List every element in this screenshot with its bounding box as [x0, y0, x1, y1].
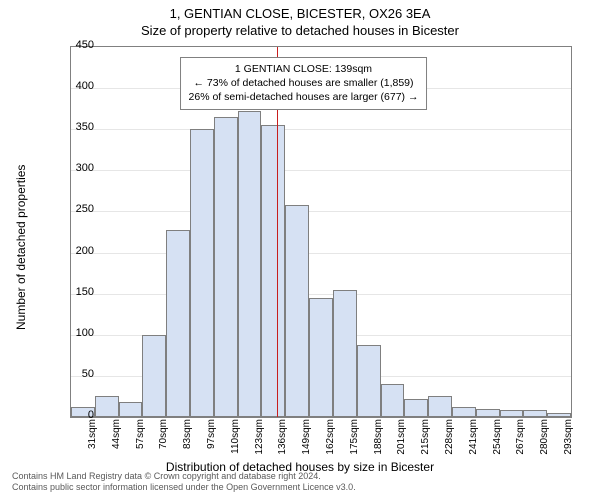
bar	[119, 402, 143, 417]
bar	[190, 129, 214, 417]
x-tick-label: 241sqm	[468, 419, 479, 457]
x-tick-label: 123sqm	[254, 419, 265, 457]
y-tick-label: 250	[54, 203, 94, 215]
bar	[404, 399, 428, 417]
annotation-line2: ← 73% of detached houses are smaller (1,…	[189, 76, 419, 90]
credits-line2: Contains public sector information licen…	[12, 482, 356, 494]
x-tick-label: 83sqm	[182, 419, 193, 457]
x-tick-label: 215sqm	[420, 419, 431, 457]
chart-plot-area: 1 GENTIAN CLOSE: 139sqm ← 73% of detache…	[70, 46, 572, 418]
x-tick-label: 267sqm	[515, 419, 526, 457]
bar	[476, 409, 500, 417]
title-address: 1, GENTIAN CLOSE, BICESTER, OX26 3EA	[0, 0, 600, 21]
x-tick-label: 280sqm	[539, 419, 550, 457]
bar	[428, 396, 452, 417]
y-tick-label: 100	[54, 327, 94, 339]
y-tick-label: 0	[54, 409, 94, 421]
x-tick-label: 162sqm	[325, 419, 336, 457]
annotation-line3: 26% of semi-detached houses are larger (…	[189, 90, 419, 104]
bar	[238, 111, 262, 417]
title-subtitle: Size of property relative to detached ho…	[0, 21, 600, 38]
x-tick-label: 57sqm	[135, 419, 146, 457]
x-tick-label: 44sqm	[111, 419, 122, 457]
y-tick-label: 150	[54, 286, 94, 298]
bar	[166, 230, 190, 417]
bar	[500, 410, 524, 417]
y-tick-label: 400	[54, 80, 94, 92]
credits: Contains HM Land Registry data © Crown c…	[12, 471, 356, 494]
x-tick-label: 175sqm	[349, 419, 360, 457]
x-tick-label: 293sqm	[563, 419, 574, 457]
bar	[261, 125, 285, 417]
bar	[357, 345, 381, 417]
x-tick-label: 110sqm	[230, 419, 241, 457]
bar	[452, 407, 476, 417]
y-tick-label: 350	[54, 121, 94, 133]
bar	[142, 335, 166, 417]
page-root: 1, GENTIAN CLOSE, BICESTER, OX26 3EA Siz…	[0, 0, 600, 500]
y-tick-label: 50	[54, 368, 94, 380]
y-tick-label: 450	[54, 39, 94, 51]
x-tick-label: 201sqm	[396, 419, 407, 457]
bar	[547, 413, 571, 417]
y-tick-label: 300	[54, 162, 94, 174]
x-tick-label: 254sqm	[492, 419, 503, 457]
x-tick-label: 70sqm	[158, 419, 169, 457]
annotation-box: 1 GENTIAN CLOSE: 139sqm ← 73% of detache…	[180, 57, 428, 110]
annotation-line1: 1 GENTIAN CLOSE: 139sqm	[189, 62, 419, 76]
x-tick-label: 228sqm	[444, 419, 455, 457]
bar	[523, 410, 547, 417]
bar	[285, 205, 309, 417]
x-tick-label: 31sqm	[87, 419, 98, 457]
x-tick-label: 188sqm	[373, 419, 384, 457]
bar	[214, 117, 238, 417]
x-tick-label: 97sqm	[206, 419, 217, 457]
bar	[309, 298, 333, 417]
bar	[381, 384, 405, 417]
bar	[95, 396, 119, 417]
x-tick-label: 149sqm	[301, 419, 312, 457]
credits-line1: Contains HM Land Registry data © Crown c…	[12, 471, 356, 483]
y-tick-label: 200	[54, 245, 94, 257]
x-tick-label: 136sqm	[277, 419, 288, 457]
bar	[333, 290, 357, 417]
